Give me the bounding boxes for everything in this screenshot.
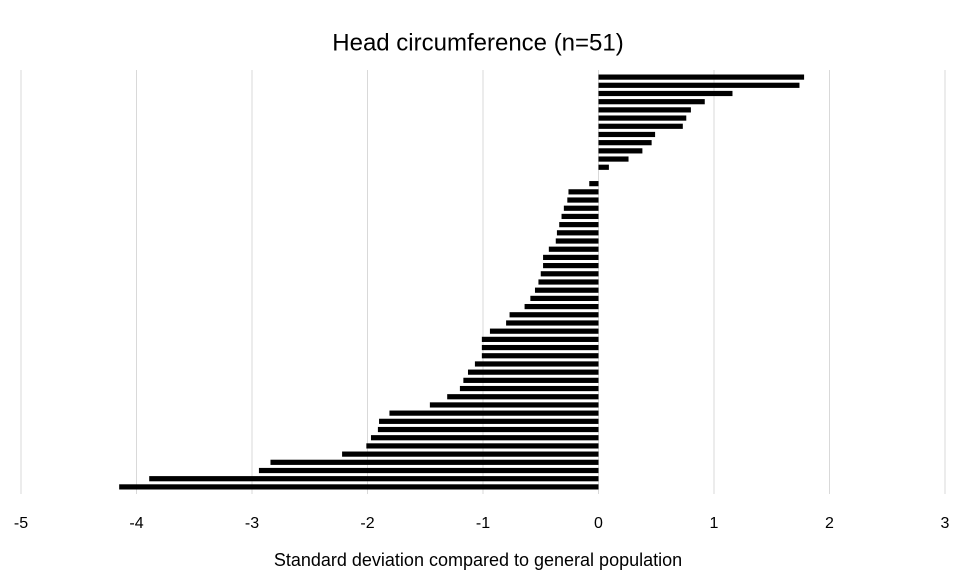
bar <box>149 476 599 482</box>
bar <box>119 484 599 490</box>
x-tick-label: -5 <box>14 515 28 532</box>
x-axis-title: Standard deviation compared to general p… <box>274 550 682 570</box>
bar <box>555 238 599 244</box>
bar <box>379 418 599 424</box>
bar <box>559 222 599 228</box>
bar <box>389 410 599 416</box>
bar <box>474 361 599 367</box>
bar <box>370 435 599 441</box>
bar <box>543 263 599 269</box>
x-tick-label: 0 <box>594 515 603 532</box>
bar <box>509 312 599 318</box>
bar <box>561 213 599 220</box>
x-tick-label: -3 <box>245 515 259 532</box>
x-tick-label: 1 <box>710 515 719 532</box>
x-tick-label: -1 <box>476 515 490 532</box>
x-tick-label: 2 <box>825 515 834 532</box>
bar <box>481 336 599 342</box>
chart-title: Head circumference (n=51) <box>332 29 623 56</box>
bar <box>540 271 599 277</box>
bar <box>598 99 705 105</box>
bar <box>489 328 599 334</box>
bar <box>598 115 687 121</box>
bar <box>598 90 733 97</box>
bar <box>459 385 599 392</box>
bar <box>598 74 805 80</box>
bar <box>481 353 599 359</box>
bar <box>530 295 599 301</box>
bar <box>567 197 599 203</box>
bar <box>568 189 599 195</box>
bar <box>534 287 599 293</box>
bar <box>429 402 599 408</box>
bar <box>270 459 599 465</box>
x-tick-label: -2 <box>360 515 374 532</box>
bar <box>258 467 599 474</box>
bar <box>598 164 609 170</box>
bar <box>524 303 599 310</box>
bar <box>598 82 800 88</box>
bar <box>543 254 599 261</box>
bars <box>119 74 805 490</box>
bar <box>377 426 599 433</box>
bar <box>598 156 629 162</box>
bar <box>556 230 599 236</box>
bar <box>366 443 599 449</box>
bar <box>538 279 599 285</box>
bar <box>598 107 691 113</box>
x-tick-label: 3 <box>941 515 950 532</box>
bar <box>481 344 599 351</box>
bar <box>548 246 599 252</box>
x-tick-label: -4 <box>129 515 143 532</box>
bar <box>463 377 599 383</box>
bar <box>447 394 599 400</box>
bar <box>598 123 683 129</box>
bar <box>563 205 599 211</box>
bar <box>506 320 599 326</box>
bar <box>598 148 643 154</box>
bar <box>598 131 656 138</box>
bar <box>342 451 599 457</box>
bar <box>598 140 652 146</box>
bar <box>467 369 599 375</box>
bar <box>589 181 599 187</box>
